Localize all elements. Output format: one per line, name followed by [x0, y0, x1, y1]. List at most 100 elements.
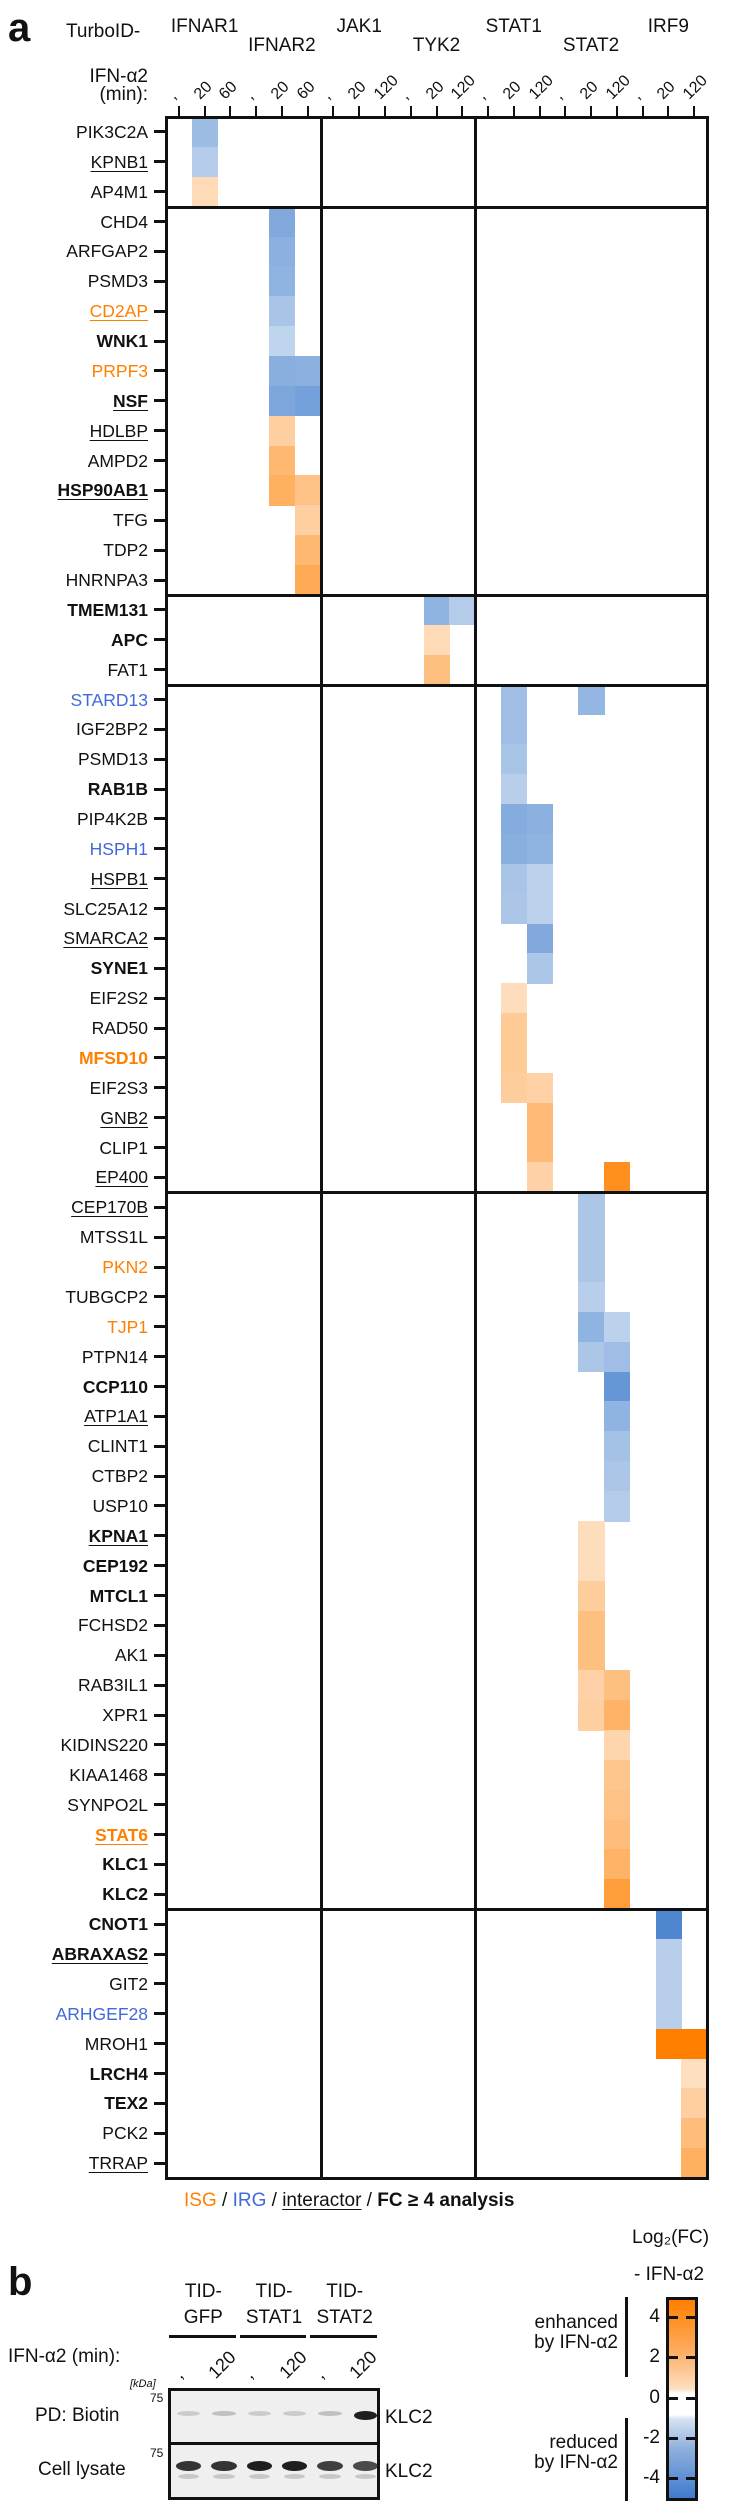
time-label: 20: [345, 78, 370, 103]
heatmap-cell-nsf-ifnar2-60: [294, 385, 322, 417]
heatmap-cell-tdp2-ifnar2-60: [294, 535, 322, 566]
y-tick: [154, 369, 165, 373]
y-tick: [154, 130, 165, 134]
heatmap-cell-ep400-stat1-120: [526, 1162, 554, 1193]
gene-label-hspb1: HSPB1: [90, 868, 148, 889]
heatmap-cell-prpf3-ifnar2-20: [269, 356, 296, 387]
heatmap-cell-stard13-stat1-20: [500, 684, 528, 715]
gene-label-stat6: STAT6: [95, 1824, 148, 1845]
pd-biotin-label: PD: Biotin: [35, 2405, 120, 2426]
row-group-divider: [166, 205, 707, 209]
y-tick: [154, 279, 165, 283]
gene-label-ep400: EP400: [95, 1167, 148, 1188]
time-label: ,: [551, 87, 567, 103]
heatmap-cell-slc25a12-stat1-120: [526, 893, 554, 925]
gene-label-trrap: TRRAP: [88, 2153, 148, 2174]
gene-label-cep170b: CEP170B: [71, 1197, 148, 1218]
y-tick: [154, 1952, 165, 1956]
heatmap-cell-psmd13-stat1-20: [500, 744, 528, 775]
group-line1: TID-: [184, 2281, 222, 2302]
gene-label-klc2: KLC2: [102, 1884, 148, 1905]
gene-label-eif2s3: EIF2S3: [89, 1077, 148, 1098]
heatmap-cell-arhgef28-irf9-20: [655, 1998, 682, 2030]
y-tick: [154, 996, 165, 1000]
heatmap-cell-cnot1-irf9-20: [655, 1909, 682, 1940]
time-label: ,: [319, 87, 335, 103]
bait-label-jak1: JAK1: [336, 16, 382, 37]
legend-fc-analysis: FC ≥ 4 analysis: [377, 2190, 515, 2211]
y-tick: [154, 1773, 165, 1777]
x-tick: [332, 106, 335, 117]
lysate-band: [282, 2461, 308, 2471]
y-tick: [154, 1922, 165, 1926]
gene-label-ap4m1: AP4M1: [90, 181, 148, 202]
gene-label-rad50: RAD50: [91, 1018, 148, 1038]
lane-label: ,: [168, 2364, 187, 2383]
y-tick: [154, 936, 165, 940]
y-tick: [154, 1355, 165, 1359]
group-line1: TID-: [326, 2281, 364, 2302]
colorbar-tick-left: [669, 2397, 678, 2400]
y-tick: [154, 1564, 165, 1568]
y-tick: [154, 1205, 165, 1209]
x-tick: [693, 106, 696, 117]
y-tick: [154, 1474, 165, 1478]
heatmap-cell-hnrnpa3-ifnar2-60: [294, 565, 322, 596]
y-tick: [154, 339, 165, 343]
time-label: ,: [164, 87, 181, 103]
y-tick: [154, 638, 165, 642]
y-tick: [154, 1534, 165, 1538]
band-label-lysate: KLC2: [385, 2461, 433, 2482]
gene-label-usp10: USP10: [92, 1495, 148, 1516]
y-tick: [154, 488, 165, 492]
gene-label-xpr1: XPR1: [102, 1705, 148, 1725]
y-tick: [154, 1385, 165, 1388]
gene-label-mfsd10: MFSD10: [78, 1047, 148, 1068]
annotation-legend: ISG / IRG / interactor / FC ≥ 4 analysis: [184, 2190, 514, 2212]
heatmap-cell-kiaa1468-stat2-120: [604, 1759, 631, 1791]
y-tick: [154, 1086, 165, 1090]
colorbar-tick-right: [686, 2397, 695, 2400]
heatmap-cell-clip1-stat1-120: [526, 1132, 554, 1164]
lysate-band-lower: [178, 2474, 200, 2479]
y-tick: [154, 1146, 165, 1149]
time-label: 120: [602, 72, 634, 103]
gene-label-klc1: KLC1: [102, 1854, 148, 1875]
blot-group-gfp: TID- GFP: [164, 2279, 243, 2331]
gene-label-clip1: CLIP1: [99, 1137, 148, 1158]
time-label: 120: [448, 72, 480, 103]
y-tick: [154, 1056, 165, 1060]
lane-label: 120: [204, 2347, 240, 2383]
gene-label-tfg: TFG: [113, 510, 148, 531]
gene-label-kpna1: KPNA1: [88, 1525, 148, 1546]
heatmap-cell-slc25a12-stat1-20: [500, 893, 528, 925]
heatmap-cell-tubgcp2-stat2-20: [578, 1281, 605, 1313]
y-tick: [154, 2042, 165, 2046]
heatmap-cell-cep170b-stat2-20: [578, 1192, 605, 1223]
heatmap-cell-hspb1-stat1-20: [500, 863, 528, 895]
y-tick: [154, 668, 165, 672]
reduced-label: reduced by IFN-α2: [500, 2433, 618, 2473]
gene-label-slc25a12: SLC25A12: [63, 898, 148, 919]
heatmap-cell-xpr1-stat2-120: [604, 1700, 631, 1731]
gene-label-igf2bp2: IGF2BP2: [76, 719, 148, 740]
gene-label-cep192: CEP192: [82, 1555, 148, 1576]
gene-label-ptpn14: PTPN14: [81, 1346, 148, 1367]
y-tick: [154, 1623, 165, 1627]
gene-label-kpnb1: KPNB1: [90, 151, 148, 172]
x-tick: [306, 106, 309, 117]
y-tick: [154, 518, 165, 522]
y-tick: [154, 787, 165, 791]
gene-label-tjp1: TJP1: [107, 1316, 148, 1337]
heatmap-cell-git2-irf9-20: [655, 1968, 682, 2000]
panel-b-letter: b: [8, 2260, 33, 2304]
heatmap-cell-hspb1-stat1-120: [526, 863, 554, 895]
x-tick: [255, 106, 258, 117]
y-tick: [154, 1833, 165, 1836]
blot-ifn-label: IFN-α2 (min):: [8, 2346, 121, 2367]
colorbar-subtitle: - IFN-α2: [634, 2264, 705, 2285]
heatmap-cell-pip4k2b-stat1-120: [526, 804, 554, 835]
y-tick: [154, 2101, 165, 2105]
row-group-divider: [166, 593, 707, 597]
time-label: 120: [525, 72, 557, 103]
